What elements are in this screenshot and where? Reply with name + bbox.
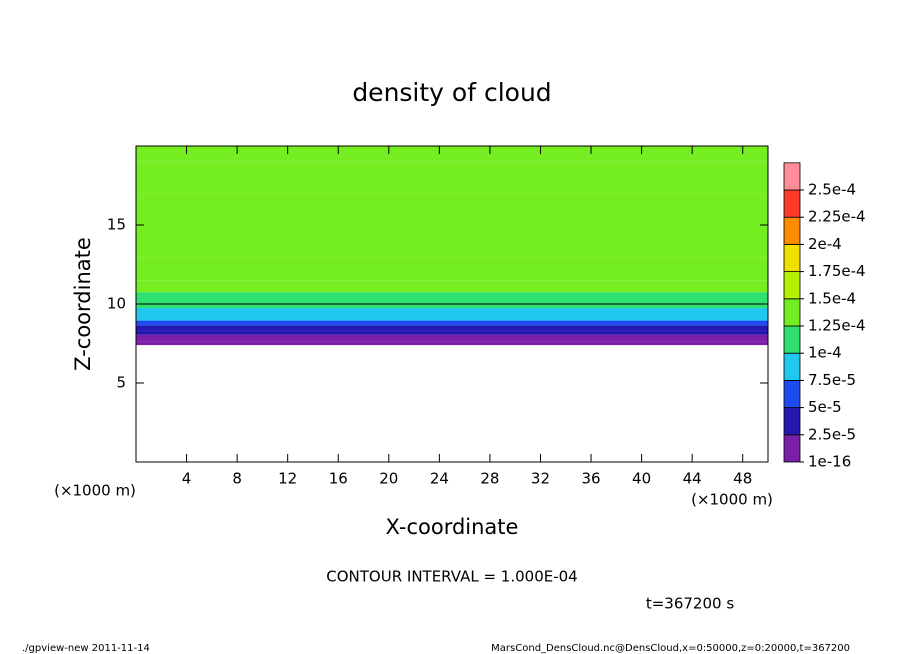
x-tick-label: 32	[531, 470, 550, 488]
x-tick-label: 44	[683, 470, 702, 488]
density-band	[136, 341, 768, 346]
x-unit-label: (×1000 m)	[54, 482, 136, 500]
density-band	[136, 320, 768, 326]
x-unit-label: (×1000 m)	[691, 491, 773, 509]
x-tick-label: 36	[581, 470, 600, 488]
x-tick-label: 48	[733, 470, 752, 488]
footer-right: MarsCond_DensCloud.nc@DensCloud,x=0:5000…	[491, 643, 850, 654]
time-label: t=367200 s	[646, 595, 734, 613]
colorbar-swatch	[783, 243, 801, 272]
colorbar-swatch	[783, 298, 801, 327]
footer-left: ./gpview-new 2011-11-14	[22, 643, 150, 654]
colorbar-swatch	[783, 325, 801, 354]
colorbar-swatch	[783, 271, 801, 300]
density-band	[136, 146, 768, 162]
density-band	[136, 280, 768, 293]
y-tick-label: 15	[107, 216, 126, 234]
annotation: CONTOUR INTERVAL = 1.000E-04	[326, 568, 577, 586]
x-tick-label: 20	[379, 470, 398, 488]
colorbar-swatch	[783, 379, 801, 408]
x-tick-label: 4	[182, 470, 192, 488]
density-band	[136, 193, 768, 225]
density-band	[136, 334, 768, 342]
density-band	[136, 325, 768, 331]
x-tick-label: 40	[632, 470, 651, 488]
colorbar-label: 2e-4	[808, 235, 842, 253]
x-tick-label: 8	[232, 470, 242, 488]
colorbar-label: 1e-16	[808, 453, 851, 471]
density-band	[136, 315, 768, 321]
colorbar-swatch	[783, 216, 801, 245]
density-band	[136, 256, 768, 281]
colorbar-swatch	[783, 352, 801, 381]
colorbar-label: 7.5e-5	[808, 371, 856, 389]
colorbar-label: 1e-4	[808, 344, 842, 362]
density-band	[136, 292, 768, 301]
colorbar-label: 5e-5	[808, 398, 842, 416]
chart-title: density of cloud	[352, 78, 551, 107]
colorbar-label: 1.75e-4	[808, 262, 866, 280]
colorbar-label: 2.5e-4	[808, 181, 856, 199]
density-band	[136, 161, 768, 194]
y-tick-label: 5	[116, 374, 126, 392]
x-tick-label: 28	[480, 470, 499, 488]
x-tick-label: 24	[430, 470, 449, 488]
density-band	[136, 307, 768, 316]
x-tick-label: 12	[278, 470, 297, 488]
colorbar-swatch	[783, 434, 801, 463]
colorbar-label: 1.25e-4	[808, 317, 866, 335]
colorbar-swatch	[783, 189, 801, 218]
x-axis-label: X-coordinate	[386, 515, 519, 539]
y-tick-label: 10	[107, 295, 126, 313]
colorbar-label: 1.5e-4	[808, 289, 856, 307]
x-tick-label: 16	[329, 470, 348, 488]
density-band	[136, 330, 768, 335]
colorbar-swatch	[783, 162, 801, 191]
y-axis-label: Z-coordinate	[71, 237, 95, 371]
density-band	[136, 225, 768, 257]
colorbar-label: 2.25e-4	[808, 208, 866, 226]
colorbar-label: 2.5e-5	[808, 425, 856, 443]
colorbar-swatch	[783, 407, 801, 436]
